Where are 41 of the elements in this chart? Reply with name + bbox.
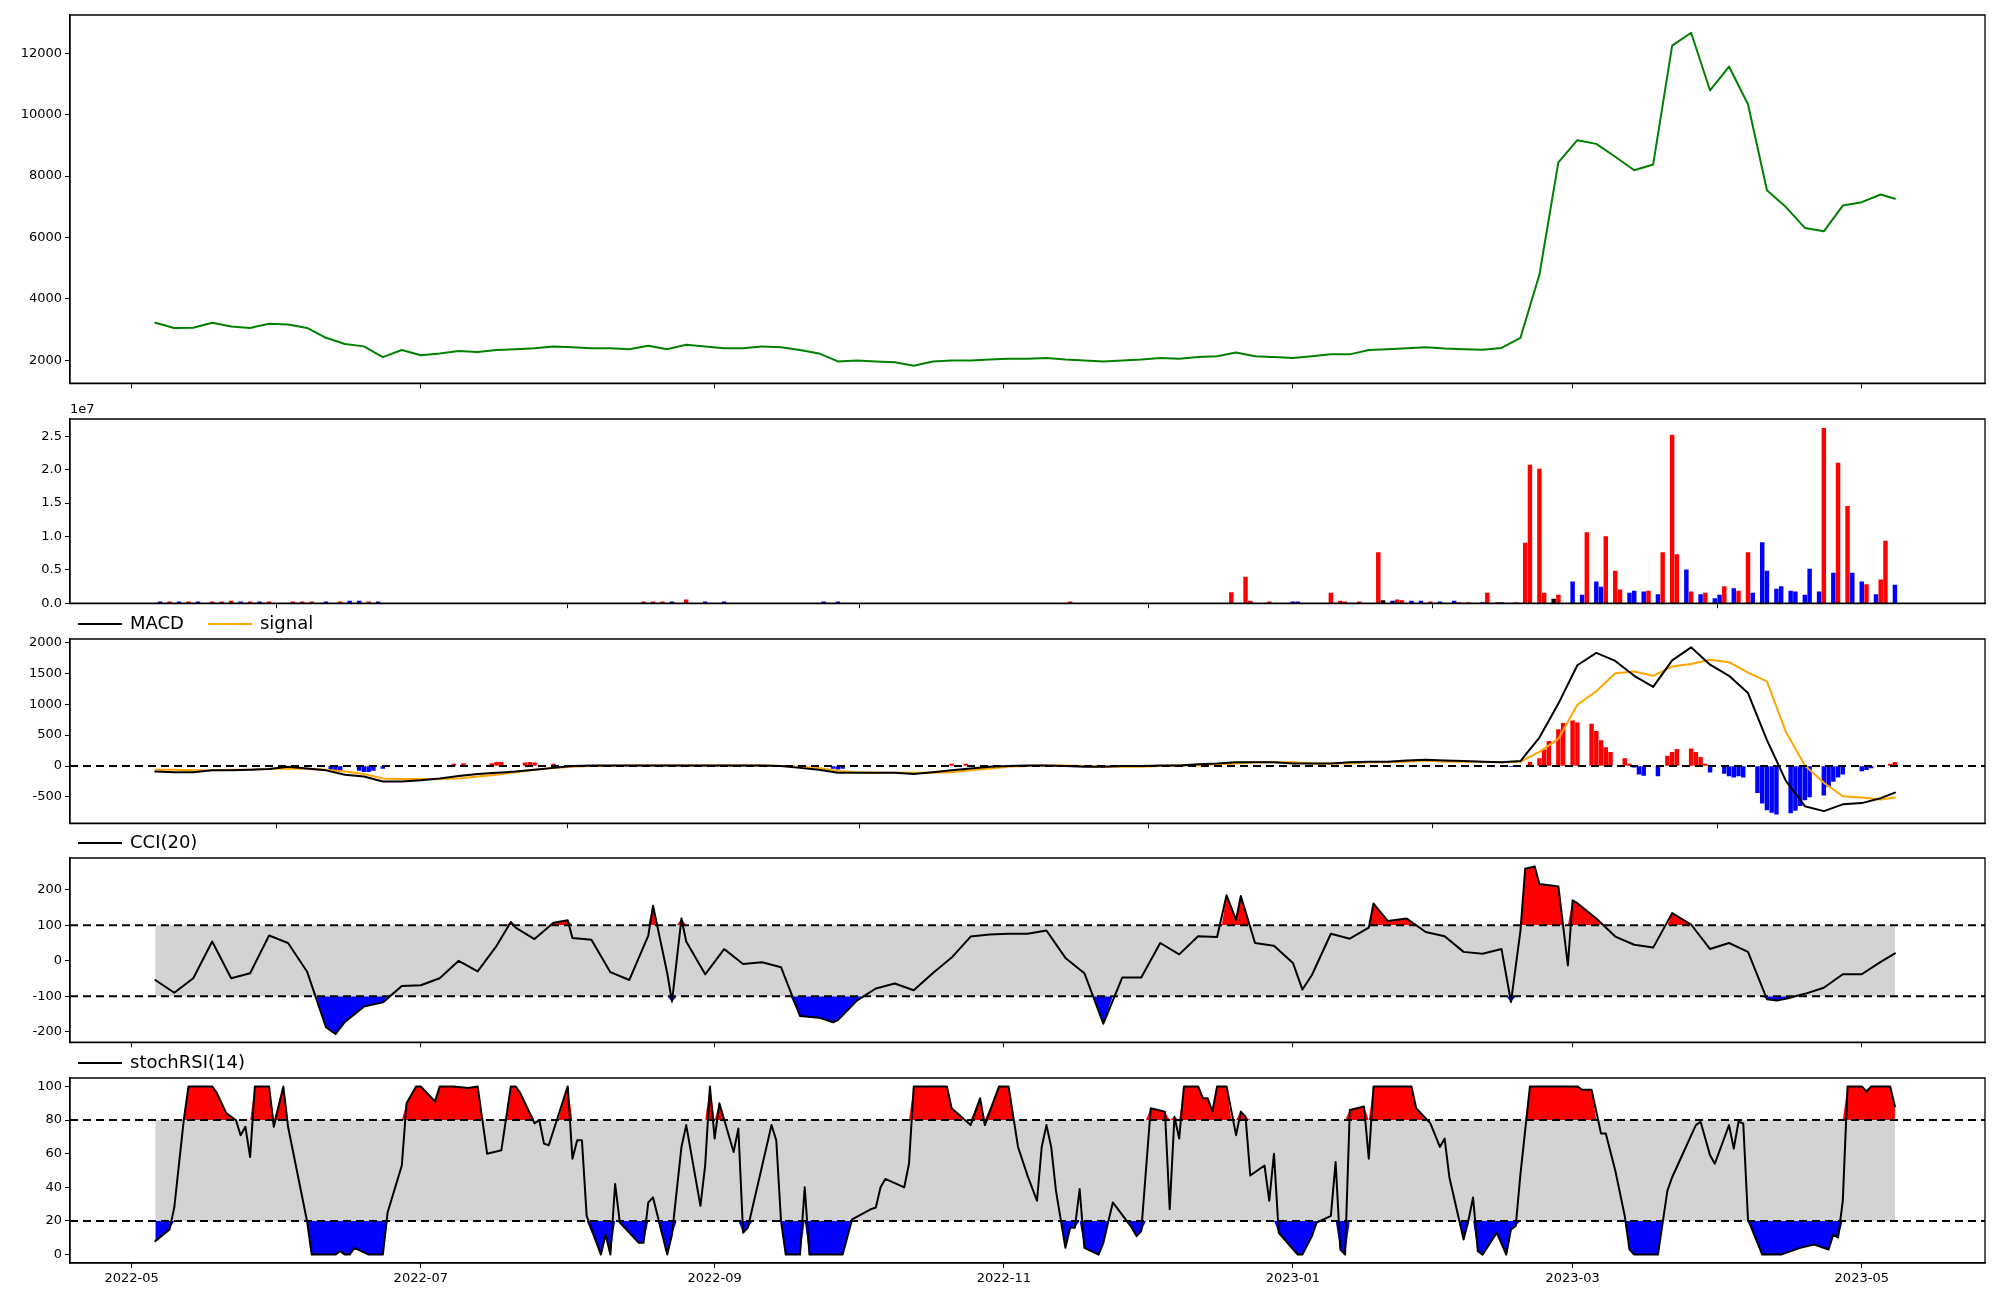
y-tick-label: -100	[32, 987, 62, 1003]
y-tick-label: 500	[37, 725, 62, 741]
y-tick-label: 40	[45, 1178, 62, 1194]
y-tick-label: 80	[45, 1110, 62, 1126]
x-tick-label: 2023-01	[1265, 1269, 1321, 1285]
y-tick-label: 0	[53, 1245, 62, 1261]
y-tick-label: 1.0	[41, 527, 62, 543]
y-tick-label: 0	[53, 756, 62, 772]
y-tick-label: -500	[32, 787, 62, 803]
y-tick-label: 0	[53, 952, 62, 968]
x-tick-label: 2022-07	[393, 1269, 448, 1285]
x-tick-label: 2022-05	[104, 1269, 159, 1285]
y-tick-label: 200	[37, 881, 62, 897]
legend-label: signal	[259, 611, 314, 633]
y-tick-label: 4000	[28, 290, 62, 306]
y-tick-label: 100	[37, 1077, 62, 1093]
y-tick-label: 12000	[20, 44, 62, 60]
legend-label: stochRSI(14)	[130, 1050, 245, 1072]
x-tick-label: 2022-09	[687, 1269, 742, 1285]
y-tick-label: 10000	[20, 106, 62, 122]
x-tick-label: 2022-11	[976, 1269, 1031, 1285]
y-tick-label: 2000	[28, 633, 62, 649]
y-tick-label: 1000	[28, 695, 62, 711]
y-tick-label: 2000	[28, 351, 62, 367]
y-tick-label: -200	[32, 1023, 62, 1039]
y-tick-label: 6000	[28, 228, 62, 244]
y-tick-label: 20	[45, 1211, 62, 1227]
text: 1e7	[70, 400, 95, 416]
y-tick-label: 2.5	[41, 427, 62, 443]
y-tick-label: 60	[45, 1144, 62, 1160]
legend-label: MACD	[130, 611, 184, 633]
y-tick-label: 2.0	[41, 461, 62, 477]
x-tick-label: 2023-03	[1545, 1269, 1600, 1285]
y-tick-label: 1500	[28, 664, 62, 680]
y-tick-label: 0.0	[41, 594, 62, 610]
legend-label: CCI(20)	[130, 830, 198, 852]
y-tick-label: 0.5	[41, 561, 62, 577]
y-tick-label: 8000	[28, 167, 62, 183]
y-tick-label: 1.5	[41, 494, 62, 510]
y-tick-label: 100	[37, 916, 62, 932]
x-tick-label: 2023-05	[1834, 1269, 1889, 1285]
